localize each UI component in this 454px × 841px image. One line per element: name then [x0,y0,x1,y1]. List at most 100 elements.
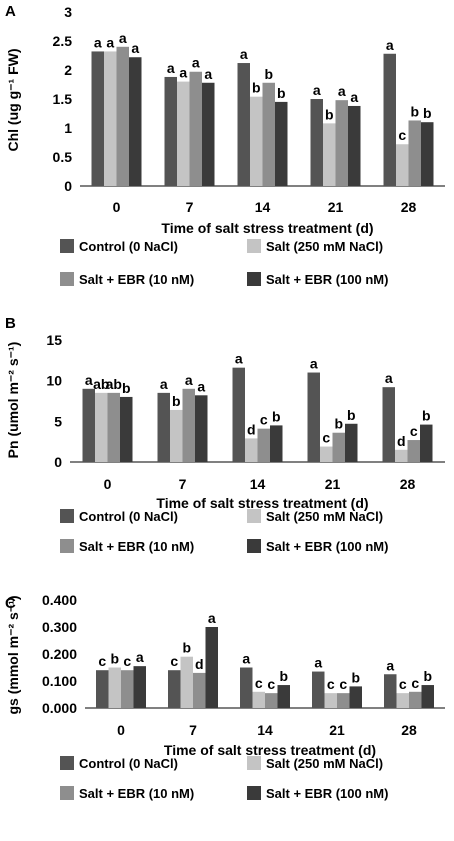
significance-label: a [338,83,346,99]
significance-label: a [386,657,394,673]
significance-label: b [252,80,261,96]
significance-label: a [160,376,168,392]
significance-label: a [240,46,248,62]
significance-label: b [334,416,343,432]
y-tick-label: 0.000 [42,700,77,716]
legend-swatch [60,239,74,253]
significance-label: c [98,653,106,669]
legend-label: Salt + EBR (100 nM) [266,786,388,801]
bar [335,100,348,186]
significance-label: c [255,675,263,691]
legend-swatch [247,239,261,253]
x-tick-label: 7 [179,476,187,492]
y-tick-label: 1.5 [53,91,73,107]
x-tick-label: 7 [186,199,194,215]
legend-label: Salt + EBR (100 nM) [266,272,388,287]
bar [396,144,409,186]
significance-label: a [106,34,114,50]
bar [170,409,183,462]
bar [250,96,263,186]
bar [121,670,134,708]
legend-label: Salt + EBR (10 nM) [79,539,194,554]
bar [307,372,320,462]
significance-label: a [179,65,187,81]
legend-swatch [247,272,261,286]
y-tick-label: 15 [46,332,62,348]
legend-swatch [60,509,74,523]
bar [345,423,358,462]
significance-label: b [325,106,334,122]
y-axis-title: gs (mmol m⁻² s⁻¹) [5,595,21,714]
significance-label: a [208,610,216,626]
bar [189,71,202,186]
bar [265,693,278,708]
x-tick-label: 0 [113,199,121,215]
legend-swatch [247,539,261,553]
legend-swatch [60,272,74,286]
significance-label: c [322,430,330,446]
significance-label: c [411,675,419,691]
x-tick-label: 28 [400,476,416,492]
significance-label: a [235,351,243,367]
significance-label: a [310,356,318,372]
bar [382,387,395,462]
bar [337,693,350,708]
significance-label: a [167,60,175,76]
significance-label: b [410,103,419,119]
significance-label: b [279,668,288,684]
bar [95,392,108,462]
y-tick-label: 0 [64,178,72,194]
significance-label: b [277,85,286,101]
significance-label: b [423,105,432,121]
panel-label: C [5,595,16,612]
y-tick-label: 2.5 [53,33,73,49]
bar [164,76,177,186]
y-tick-label: 0.400 [42,592,77,608]
y-tick-label: 0.100 [42,673,77,689]
significance-label: c [267,676,275,692]
bar [237,63,250,186]
bar [193,672,206,708]
y-tick-label: 2 [64,62,72,78]
x-tick-label: 14 [257,722,273,738]
bar [96,670,109,708]
legend-swatch [60,539,74,553]
x-tick-label: 28 [401,199,417,215]
bar [349,686,362,708]
significance-label: ab [106,376,122,392]
significance-label: a [85,372,93,388]
legend-label: Salt + EBR (10 nM) [79,786,194,801]
legend-swatch [60,786,74,800]
bar [91,51,104,186]
y-tick-label: 10 [46,373,62,389]
significance-label: d [195,656,204,672]
legend-label: Salt + EBR (100 nM) [266,539,388,554]
significance-label: a [242,651,250,667]
bar [107,392,120,462]
x-tick-label: 0 [117,722,125,738]
significance-label: a [185,372,193,388]
x-axis-title: Time of salt stress treatment (d) [164,742,376,758]
bar [323,123,336,186]
significance-label: a [94,34,102,50]
y-tick-label: 0.5 [53,149,73,165]
x-axis-title: Time of salt stress treatment (d) [161,220,373,236]
legend-label: Salt (250 mM NaCl) [266,509,383,524]
bar [129,57,142,186]
y-tick-label: 1 [64,120,72,136]
bar [348,105,361,186]
bar [180,656,193,708]
significance-label: b [351,669,360,685]
bar [312,671,325,708]
bar [395,449,408,462]
significance-label: b [110,651,119,667]
x-tick-label: 21 [328,199,344,215]
significance-label: a [350,89,358,105]
bar [421,685,434,708]
x-tick-label: 21 [329,722,345,738]
panel-label: B [5,315,16,332]
significance-label: b [347,407,356,423]
bar [324,693,337,708]
legend-swatch [247,509,261,523]
